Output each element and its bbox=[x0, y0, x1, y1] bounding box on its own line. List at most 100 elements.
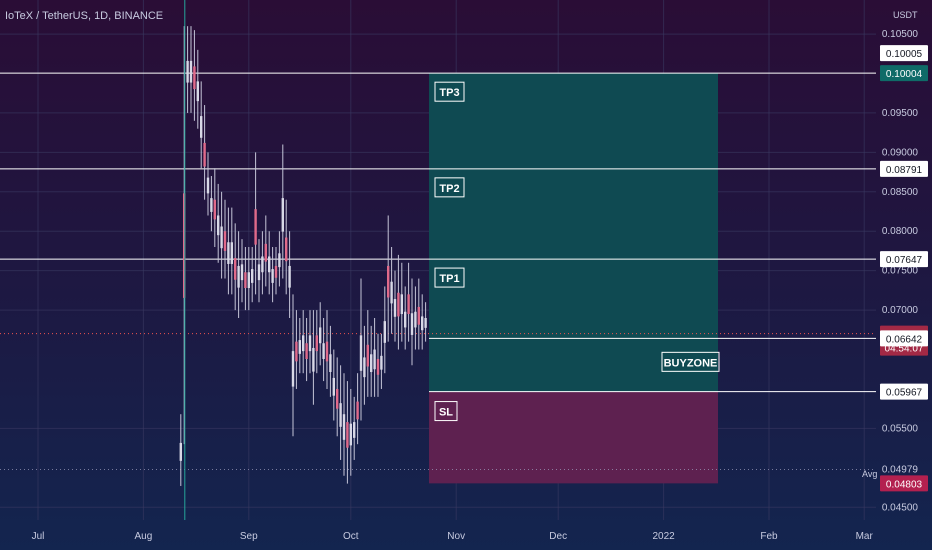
candle-body bbox=[319, 327, 322, 344]
candle-body bbox=[217, 215, 220, 236]
loss-zone bbox=[429, 391, 718, 484]
candle-body bbox=[342, 414, 346, 440]
price-tag: 0.08791 bbox=[886, 165, 923, 176]
candle-body bbox=[329, 354, 332, 373]
price-tag: 0.10005 bbox=[886, 49, 923, 60]
candle-body bbox=[393, 299, 397, 317]
zone-label-tp2: TP2 bbox=[439, 183, 459, 195]
x-tick-label: Mar bbox=[856, 531, 874, 542]
zone-label-box-tp2 bbox=[434, 177, 465, 198]
candle-body bbox=[257, 264, 261, 281]
candle-body bbox=[397, 292, 400, 317]
price-tag-box bbox=[880, 160, 928, 177]
candle-body bbox=[189, 60, 193, 83]
price-tag: 0.06642 bbox=[886, 334, 923, 345]
candle-body bbox=[308, 335, 312, 352]
x-tick-label: Feb bbox=[760, 531, 778, 542]
candle-body bbox=[227, 242, 230, 264]
candle-body bbox=[247, 272, 250, 289]
candle-body bbox=[206, 177, 210, 194]
price-tag-box bbox=[880, 45, 928, 62]
x-tick-label: Dec bbox=[549, 531, 567, 542]
candle-body bbox=[322, 343, 325, 359]
x-tick-label: Oct bbox=[343, 531, 359, 542]
candle-body bbox=[183, 193, 186, 298]
candle-body bbox=[278, 253, 281, 268]
y-tick-label: 0.08000 bbox=[882, 226, 919, 237]
profit-zone bbox=[429, 73, 718, 392]
x-tick-label: Sep bbox=[240, 531, 258, 542]
zone-label-buyzone: BUYZONE bbox=[664, 357, 718, 369]
y-tick-label: 0.07500 bbox=[882, 266, 919, 277]
zone-label-sl: SL bbox=[439, 407, 453, 419]
candle-body bbox=[363, 357, 366, 378]
candle-body bbox=[349, 423, 352, 446]
candle-body bbox=[417, 306, 420, 325]
candle-body bbox=[424, 317, 427, 328]
x-tick-label: 2022 bbox=[652, 531, 675, 542]
candle-body bbox=[271, 269, 274, 283]
candle-body bbox=[332, 377, 335, 396]
candle-body bbox=[370, 354, 373, 373]
candle-body bbox=[325, 341, 329, 362]
candle-body bbox=[264, 243, 267, 262]
y-tick-label: 0.04500 bbox=[882, 502, 919, 513]
candle-body bbox=[230, 242, 233, 264]
zone-label-tp3: TP3 bbox=[439, 87, 459, 99]
price-tag: 0.04803 bbox=[886, 479, 923, 490]
candle-body bbox=[254, 209, 257, 245]
candle-body bbox=[359, 335, 363, 371]
price-tag-avg: 0.04979 bbox=[882, 464, 919, 475]
candle-body bbox=[353, 422, 356, 438]
x-tick-label: Jul bbox=[32, 531, 45, 542]
candle-body bbox=[295, 341, 298, 362]
candle-body bbox=[179, 442, 182, 461]
candle-body bbox=[261, 256, 264, 273]
candle-body bbox=[237, 265, 240, 288]
zone-label-tp1: TP1 bbox=[439, 273, 459, 285]
candle-body bbox=[186, 60, 189, 83]
candle-body bbox=[312, 347, 315, 372]
candle-body bbox=[376, 358, 380, 375]
candle-body bbox=[302, 335, 305, 352]
zone-label-box-tp3 bbox=[434, 81, 465, 102]
candle-body bbox=[298, 340, 301, 354]
price-tag-box bbox=[880, 251, 928, 268]
candle-body bbox=[400, 294, 403, 315]
price-tag: 0.05967 bbox=[886, 388, 923, 399]
candle-body bbox=[387, 265, 390, 298]
candle-body bbox=[383, 321, 386, 343]
candle-body bbox=[234, 258, 237, 280]
y-tick-label: 0.09500 bbox=[882, 108, 919, 119]
candle-body bbox=[203, 142, 206, 167]
candle-body bbox=[373, 349, 376, 370]
candle-body bbox=[240, 264, 244, 281]
candle-body bbox=[380, 355, 383, 370]
candle-body bbox=[213, 199, 216, 220]
candle-body bbox=[315, 335, 318, 352]
x-tick-label: Nov bbox=[447, 531, 465, 542]
candle-body bbox=[281, 198, 284, 232]
chart-title: IoTeX / TetherUS, 1D, BINANCE bbox=[5, 10, 164, 22]
candle-body bbox=[421, 316, 424, 331]
price-tag-box bbox=[880, 65, 928, 82]
candle-body bbox=[251, 269, 254, 283]
y-tick-label: 0.08500 bbox=[882, 187, 919, 198]
candle-body bbox=[200, 116, 203, 138]
candle-body bbox=[390, 281, 393, 304]
candle-body bbox=[193, 66, 196, 90]
candle-body bbox=[268, 256, 271, 273]
candle-body bbox=[339, 403, 342, 427]
candle-body bbox=[291, 351, 295, 387]
price-tag: 0.07647 bbox=[886, 255, 923, 266]
candle-body bbox=[288, 265, 291, 288]
price-tag-box bbox=[880, 330, 928, 347]
candle-body bbox=[404, 311, 407, 328]
candle-body bbox=[285, 237, 288, 262]
avg-label: Avg bbox=[862, 469, 878, 479]
y-tick-label: 0.05500 bbox=[882, 423, 919, 434]
currency-unit: USDT bbox=[893, 10, 918, 20]
price-tag: 0.10004 bbox=[886, 69, 923, 80]
